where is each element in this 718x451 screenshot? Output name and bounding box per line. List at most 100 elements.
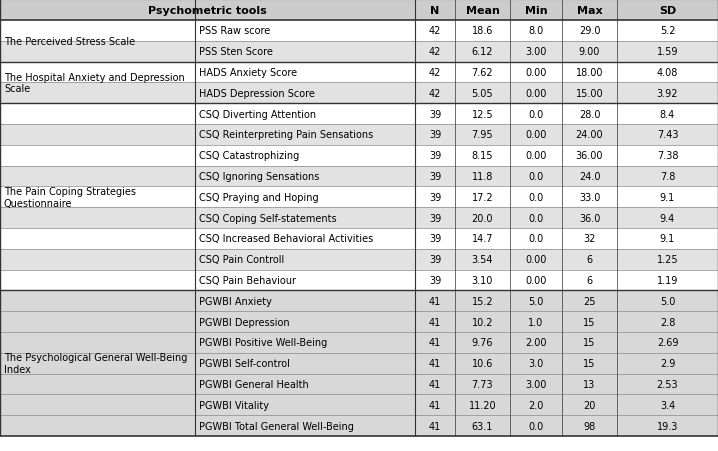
Text: 36.0: 36.0 [579, 213, 600, 223]
Text: PSS Sten Score: PSS Sten Score [199, 47, 273, 57]
Text: 7.73: 7.73 [472, 379, 493, 389]
Bar [0, 187, 718, 208]
Text: 2.00: 2.00 [526, 338, 546, 348]
Text: 2.8: 2.8 [660, 317, 675, 327]
Bar [0, 62, 718, 83]
Text: PGWBI General Health: PGWBI General Health [199, 379, 309, 389]
Text: 0.0: 0.0 [528, 421, 544, 431]
Text: 41: 41 [429, 317, 441, 327]
Text: 39: 39 [429, 109, 441, 120]
Bar [0, 374, 718, 395]
Text: CSQ Pain Behaviour: CSQ Pain Behaviour [199, 276, 296, 285]
Text: 6.12: 6.12 [472, 47, 493, 57]
Text: 15: 15 [583, 359, 596, 368]
Bar [0, 249, 718, 270]
Text: 11.20: 11.20 [469, 400, 496, 410]
Text: 39: 39 [429, 193, 441, 202]
Text: 0.00: 0.00 [526, 130, 546, 140]
Text: 1.0: 1.0 [528, 317, 544, 327]
Text: 1.25: 1.25 [657, 255, 679, 265]
Text: 5.0: 5.0 [660, 296, 675, 306]
Text: 24.00: 24.00 [576, 130, 603, 140]
Text: 25: 25 [583, 296, 596, 306]
Bar [0, 229, 718, 249]
Text: HADS Depression Score: HADS Depression Score [199, 88, 315, 99]
Text: 41: 41 [429, 400, 441, 410]
Text: 8.4: 8.4 [660, 109, 675, 120]
Text: 12.5: 12.5 [472, 109, 493, 120]
Text: 32: 32 [583, 234, 596, 244]
Text: 2.69: 2.69 [657, 338, 679, 348]
Text: 9.1: 9.1 [660, 193, 675, 202]
Text: 42: 42 [429, 47, 441, 57]
Bar [0, 353, 718, 374]
Text: 4.08: 4.08 [657, 68, 679, 78]
Text: 15: 15 [583, 338, 596, 348]
Text: The Pain Coping Strategies
Questionnaire: The Pain Coping Strategies Questionnaire [4, 187, 136, 208]
Text: 0.00: 0.00 [526, 151, 546, 161]
Text: 10.6: 10.6 [472, 359, 493, 368]
Text: 15.2: 15.2 [472, 296, 493, 306]
Text: SD: SD [659, 5, 676, 15]
Text: 20: 20 [583, 400, 596, 410]
Text: 6: 6 [587, 276, 592, 285]
Text: 17.2: 17.2 [472, 193, 493, 202]
Text: PGWBI Total General Well-Being: PGWBI Total General Well-Being [199, 421, 354, 431]
Text: 0.0: 0.0 [528, 109, 544, 120]
Text: 0.00: 0.00 [526, 68, 546, 78]
Bar [0, 312, 718, 332]
Text: PGWBI Depression: PGWBI Depression [199, 317, 289, 327]
Bar [0, 104, 718, 125]
Text: 1.59: 1.59 [657, 47, 679, 57]
Text: 7.95: 7.95 [472, 130, 493, 140]
Text: 9.76: 9.76 [472, 338, 493, 348]
Bar [0, 21, 718, 41]
Bar [0, 166, 718, 187]
Text: 10.2: 10.2 [472, 317, 493, 327]
Text: 9.4: 9.4 [660, 213, 675, 223]
Text: Min: Min [525, 5, 547, 15]
Text: 39: 39 [429, 151, 441, 161]
Text: 41: 41 [429, 359, 441, 368]
Text: 1.19: 1.19 [657, 276, 679, 285]
Text: 3.4: 3.4 [660, 400, 675, 410]
Text: 29.0: 29.0 [579, 26, 600, 37]
Bar [0, 125, 718, 146]
Text: 2.53: 2.53 [657, 379, 679, 389]
Text: 19.3: 19.3 [657, 421, 679, 431]
Text: 41: 41 [429, 296, 441, 306]
Text: 3.92: 3.92 [657, 88, 679, 99]
Text: 15.00: 15.00 [576, 88, 603, 99]
Text: Mean: Mean [465, 5, 500, 15]
Text: 8.15: 8.15 [472, 151, 493, 161]
Text: 41: 41 [429, 338, 441, 348]
Text: 42: 42 [429, 68, 441, 78]
Text: 13: 13 [583, 379, 596, 389]
Text: 3.00: 3.00 [526, 47, 546, 57]
Text: PGWBI Anxiety: PGWBI Anxiety [199, 296, 272, 306]
Bar [0, 291, 718, 312]
Text: 0.0: 0.0 [528, 234, 544, 244]
Bar [0, 0, 718, 21]
Text: 7.38: 7.38 [657, 151, 679, 161]
Text: 18.00: 18.00 [576, 68, 603, 78]
Text: 36.00: 36.00 [576, 151, 603, 161]
Text: PGWBI Self-control: PGWBI Self-control [199, 359, 290, 368]
Text: Max: Max [577, 5, 602, 15]
Text: CSQ Ignoring Sensations: CSQ Ignoring Sensations [199, 172, 320, 182]
Text: 41: 41 [429, 379, 441, 389]
Text: PGWBI Positive Well-Being: PGWBI Positive Well-Being [199, 338, 327, 348]
Text: 39: 39 [429, 276, 441, 285]
Text: 3.54: 3.54 [472, 255, 493, 265]
Bar [0, 208, 718, 229]
Text: 9.00: 9.00 [579, 47, 600, 57]
Text: Psychometric tools: Psychometric tools [148, 5, 267, 15]
Text: CSQ Diverting Attention: CSQ Diverting Attention [199, 109, 316, 120]
Bar [0, 83, 718, 104]
Text: 0.00: 0.00 [526, 255, 546, 265]
Text: CSQ Pain Controll: CSQ Pain Controll [199, 255, 284, 265]
Text: 0.0: 0.0 [528, 213, 544, 223]
Bar [0, 270, 718, 291]
Text: 3.00: 3.00 [526, 379, 546, 389]
Text: 7.62: 7.62 [472, 68, 493, 78]
